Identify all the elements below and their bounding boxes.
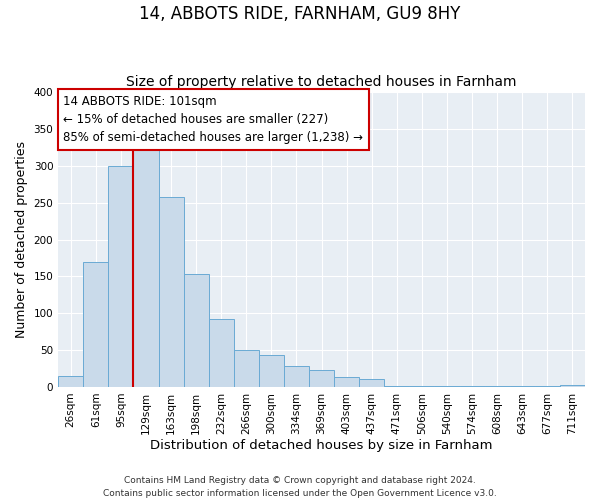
- Bar: [184, 274, 209, 387]
- Bar: [485, 386, 510, 387]
- Title: Size of property relative to detached houses in Farnham: Size of property relative to detached ho…: [127, 76, 517, 90]
- Bar: [535, 386, 560, 387]
- Bar: [510, 386, 535, 387]
- Bar: [109, 166, 133, 387]
- Bar: [284, 366, 309, 387]
- X-axis label: Distribution of detached houses by size in Farnham: Distribution of detached houses by size …: [151, 440, 493, 452]
- Text: 14, ABBOTS RIDE, FARNHAM, GU9 8HY: 14, ABBOTS RIDE, FARNHAM, GU9 8HY: [139, 5, 461, 23]
- Text: 14 ABBOTS RIDE: 101sqm
← 15% of detached houses are smaller (227)
85% of semi-de: 14 ABBOTS RIDE: 101sqm ← 15% of detached…: [64, 95, 364, 144]
- Bar: [359, 379, 385, 387]
- Bar: [58, 376, 83, 387]
- Bar: [560, 386, 585, 387]
- Bar: [158, 196, 184, 387]
- Bar: [385, 386, 409, 387]
- Text: Contains HM Land Registry data © Crown copyright and database right 2024.
Contai: Contains HM Land Registry data © Crown c…: [103, 476, 497, 498]
- Bar: [133, 145, 158, 387]
- Bar: [309, 370, 334, 387]
- Bar: [334, 378, 359, 387]
- Bar: [409, 386, 434, 387]
- Bar: [434, 386, 460, 387]
- Bar: [460, 386, 485, 387]
- Y-axis label: Number of detached properties: Number of detached properties: [15, 141, 28, 338]
- Bar: [259, 356, 284, 387]
- Bar: [209, 319, 234, 387]
- Bar: [83, 262, 109, 387]
- Bar: [234, 350, 259, 387]
